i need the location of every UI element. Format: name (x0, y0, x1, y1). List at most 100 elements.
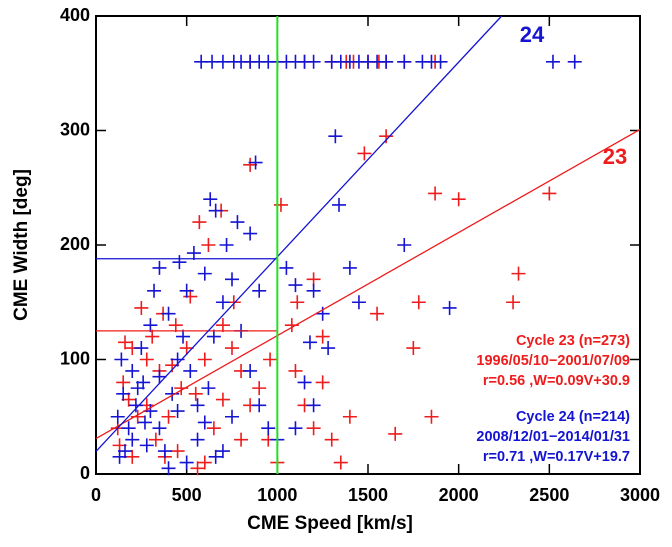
point (197, 266, 212, 281)
point (168, 318, 183, 333)
point (201, 381, 216, 396)
point (121, 421, 136, 436)
point (215, 295, 230, 310)
point (315, 306, 330, 321)
point (511, 266, 526, 281)
point (125, 363, 140, 378)
point (197, 352, 212, 367)
point (197, 415, 212, 430)
point (157, 444, 172, 459)
y-tick-label: 100 (60, 348, 90, 368)
point (170, 444, 185, 459)
point (411, 295, 426, 310)
stats-text: r=0.56 ,W=0.09V+30.9 (483, 373, 630, 389)
point (139, 438, 154, 453)
point (567, 54, 582, 69)
point (206, 421, 221, 436)
point (118, 335, 133, 350)
point (306, 54, 321, 69)
point (192, 215, 207, 230)
point (215, 444, 230, 459)
point (179, 341, 194, 356)
stats-text: 1996/05/10−2001/07/09 (476, 353, 630, 369)
point (170, 404, 185, 419)
point (306, 421, 321, 436)
point (252, 283, 267, 298)
y-tick-label: 0 (80, 463, 90, 483)
point (208, 203, 223, 218)
point (176, 329, 191, 344)
point (215, 318, 230, 333)
point (263, 352, 278, 367)
point (302, 335, 317, 350)
x-axis-label: CME Speed [km/s] (247, 513, 413, 534)
stats-text: r=0.71 ,W=0.17V+19.7 (483, 449, 630, 465)
point (145, 329, 160, 344)
point (128, 398, 143, 413)
point (215, 392, 230, 407)
point (125, 449, 140, 464)
point (152, 260, 167, 275)
point (137, 415, 152, 430)
x-tick-label: 1500 (348, 485, 388, 505)
point (161, 461, 176, 476)
point (165, 386, 180, 401)
stats-text: 2008/12/01−2014/01/31 (476, 429, 630, 445)
point (183, 363, 198, 378)
point (161, 306, 176, 321)
point (388, 426, 403, 441)
point (225, 409, 239, 424)
point (152, 369, 167, 384)
point (243, 363, 258, 378)
point (379, 129, 394, 144)
point (230, 215, 245, 230)
point (190, 461, 205, 476)
point (370, 306, 385, 321)
point (451, 192, 466, 207)
point (147, 283, 162, 298)
point (315, 329, 330, 344)
y-axis-label: CME Width [deg] (11, 169, 32, 321)
point (397, 238, 412, 252)
point (188, 386, 203, 401)
point (225, 341, 239, 356)
point (219, 238, 234, 252)
point (288, 278, 303, 293)
point (273, 197, 288, 212)
point (134, 341, 149, 356)
point (397, 54, 412, 69)
point (203, 192, 218, 207)
x-tick-label: 3000 (620, 485, 660, 505)
point (433, 54, 448, 69)
point (179, 283, 194, 298)
point (186, 246, 201, 261)
point (351, 295, 366, 310)
point (201, 238, 216, 252)
point (190, 398, 205, 413)
point (428, 186, 443, 201)
point (152, 421, 167, 436)
point (110, 409, 125, 424)
point (114, 352, 129, 367)
point (161, 409, 176, 424)
point (321, 341, 336, 356)
point (234, 432, 249, 447)
x-tick-label: 2500 (529, 485, 569, 505)
x-tick-label: 1000 (257, 485, 297, 505)
y-tick-label: 400 (60, 5, 90, 25)
point (306, 283, 321, 298)
point (333, 455, 348, 470)
point (328, 129, 343, 144)
point (342, 409, 357, 424)
fit-line (95, 128, 641, 440)
point (357, 146, 372, 161)
point (248, 155, 263, 170)
point (112, 449, 127, 464)
point (125, 432, 140, 447)
y-tick-label: 300 (60, 119, 90, 139)
point (379, 54, 394, 69)
x-tick-label: 0 (91, 485, 101, 505)
point (279, 260, 294, 275)
point (130, 381, 145, 396)
